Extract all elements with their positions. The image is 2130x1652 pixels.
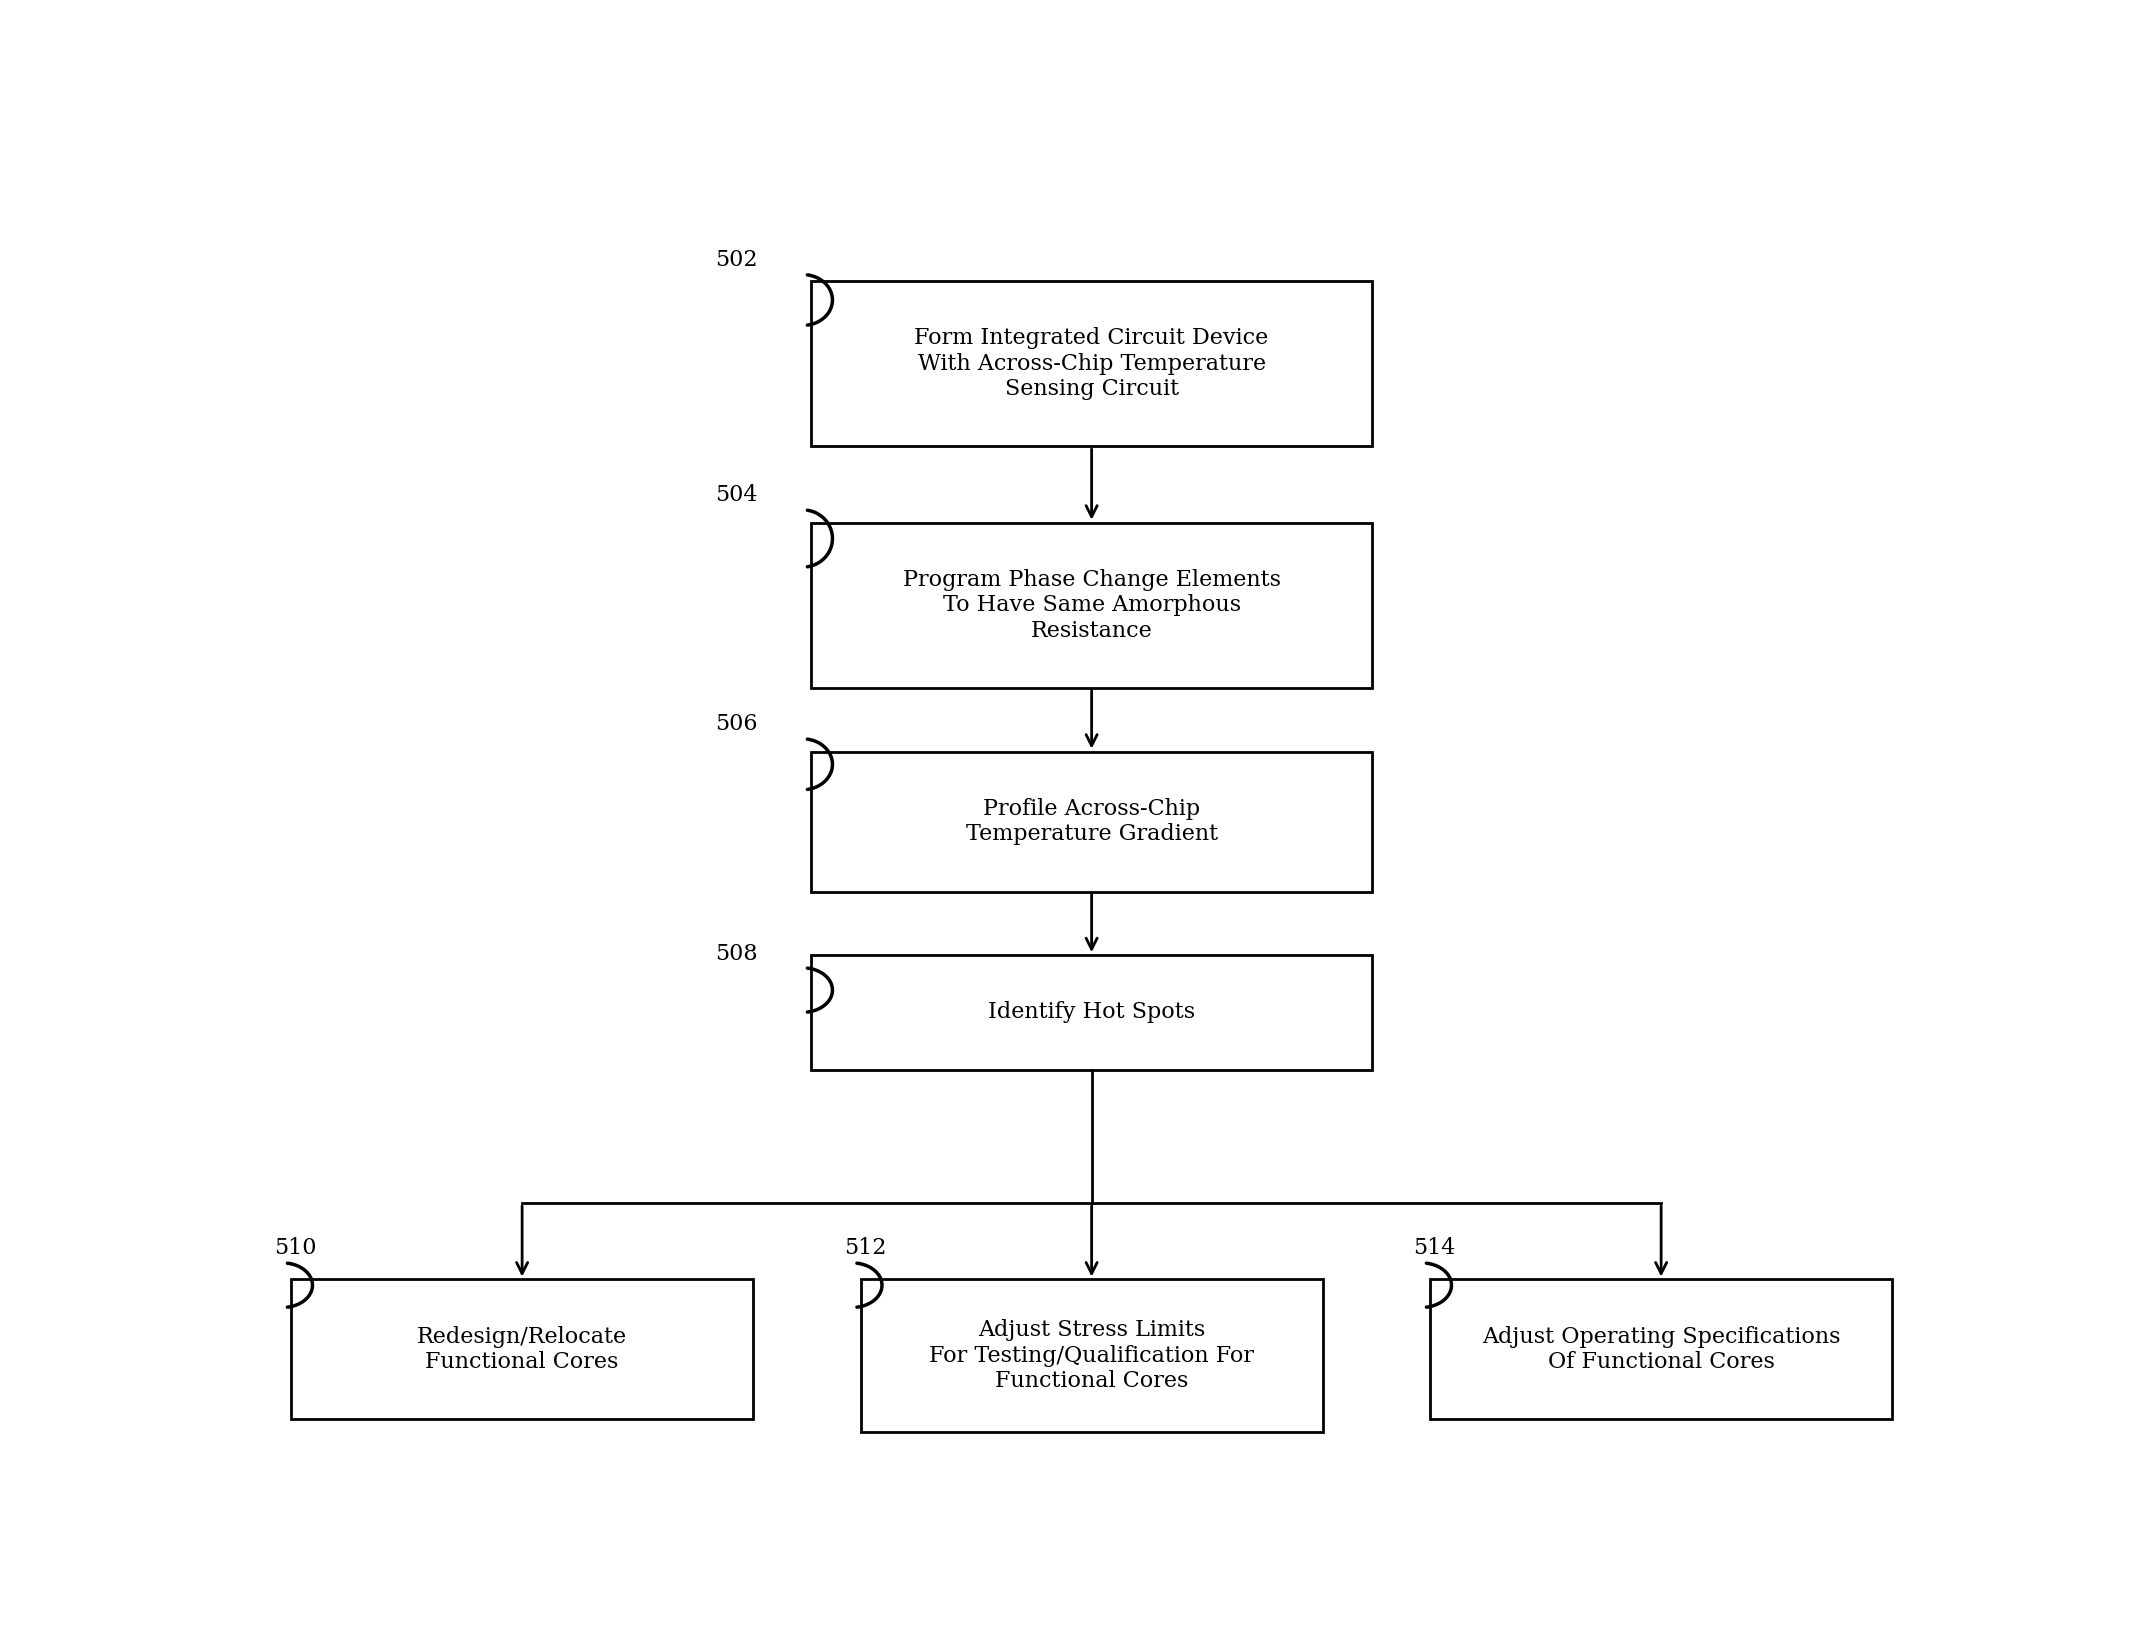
Text: 510: 510	[275, 1237, 317, 1259]
Bar	[812, 281, 1372, 446]
Text: Redesign/Relocate
Functional Cores: Redesign/Relocate Functional Cores	[417, 1327, 626, 1373]
Bar	[1429, 1279, 1891, 1419]
Text: 502: 502	[716, 249, 758, 271]
Text: Adjust Stress Limits
For Testing/Qualification For
Functional Cores: Adjust Stress Limits For Testing/Qualifi…	[929, 1320, 1255, 1393]
Text: 504: 504	[716, 484, 758, 506]
Text: 512: 512	[843, 1237, 886, 1259]
Text: Program Phase Change Elements
To Have Same Amorphous
Resistance: Program Phase Change Elements To Have Sa…	[903, 568, 1280, 641]
Bar	[861, 1279, 1323, 1432]
Bar	[812, 955, 1372, 1069]
Text: Adjust Operating Specifications
Of Functional Cores: Adjust Operating Specifications Of Funct…	[1482, 1327, 1840, 1373]
Text: Profile Across-Chip
Temperature Gradient: Profile Across-Chip Temperature Gradient	[965, 798, 1218, 846]
Text: 514: 514	[1414, 1237, 1457, 1259]
Text: Identify Hot Spots: Identify Hot Spots	[988, 1001, 1195, 1023]
Text: 508: 508	[716, 943, 758, 965]
Bar	[812, 752, 1372, 892]
Text: Form Integrated Circuit Device
With Across-Chip Temperature
Sensing Circuit: Form Integrated Circuit Device With Acro…	[914, 327, 1269, 400]
Bar	[292, 1279, 754, 1419]
Text: 506: 506	[716, 714, 758, 735]
Bar	[812, 522, 1372, 687]
